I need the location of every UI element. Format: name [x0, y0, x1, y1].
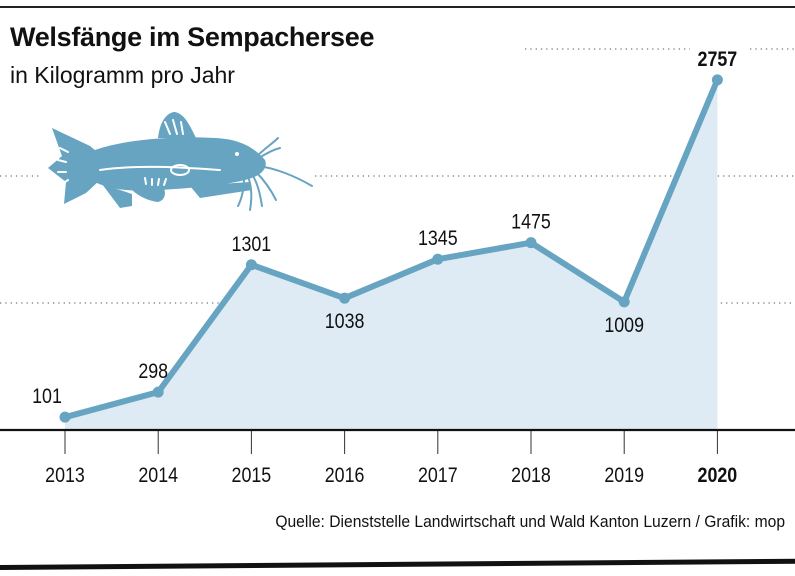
data-point: [618, 296, 630, 308]
x-label-2014: 2014: [138, 464, 178, 488]
data-labels: 101 298 1301 1038 1345 1475 1009 2757: [32, 48, 737, 409]
chart-subtitle: in Kilogramm pro Jahr: [10, 62, 235, 88]
data-label: 1038: [325, 310, 365, 334]
data-label: 298: [138, 360, 168, 384]
x-axis-labels: 2013 2014 2015 2016 2017 2018 2019 2020: [45, 464, 737, 488]
data-point: [711, 74, 723, 86]
data-points: [59, 74, 723, 423]
x-label-2017: 2017: [418, 464, 458, 488]
data-point: [245, 259, 257, 271]
x-label-2019: 2019: [604, 464, 644, 488]
data-label: 1009: [604, 314, 644, 338]
top-rule: [0, 6, 795, 8]
data-point: [339, 292, 351, 304]
series-line: [64, 78, 721, 421]
data-label: 1475: [511, 210, 551, 234]
area-fill: [65, 79, 718, 431]
x-label-2016: 2016: [325, 464, 365, 488]
data-point: [152, 386, 164, 398]
data-label: 1345: [418, 227, 458, 251]
data-label: 1301: [232, 232, 272, 256]
data-point: [432, 253, 444, 265]
data-label: 2757: [698, 48, 738, 72]
x-axis-ticks: [64, 430, 718, 454]
x-label-2013: 2013: [45, 464, 85, 488]
data-point: [525, 237, 537, 249]
catfish-icon: [48, 112, 313, 211]
x-label-2018: 2018: [511, 464, 551, 488]
data-point: [59, 411, 71, 423]
data-label: 101: [32, 385, 62, 409]
x-label-2020: 2020: [698, 464, 738, 488]
x-label-2015: 2015: [232, 464, 272, 488]
source-note: Quelle: Dienststelle Landwirtschaft und …: [275, 512, 785, 531]
chart-title: Welsfänge im Sempachersee: [10, 22, 375, 52]
